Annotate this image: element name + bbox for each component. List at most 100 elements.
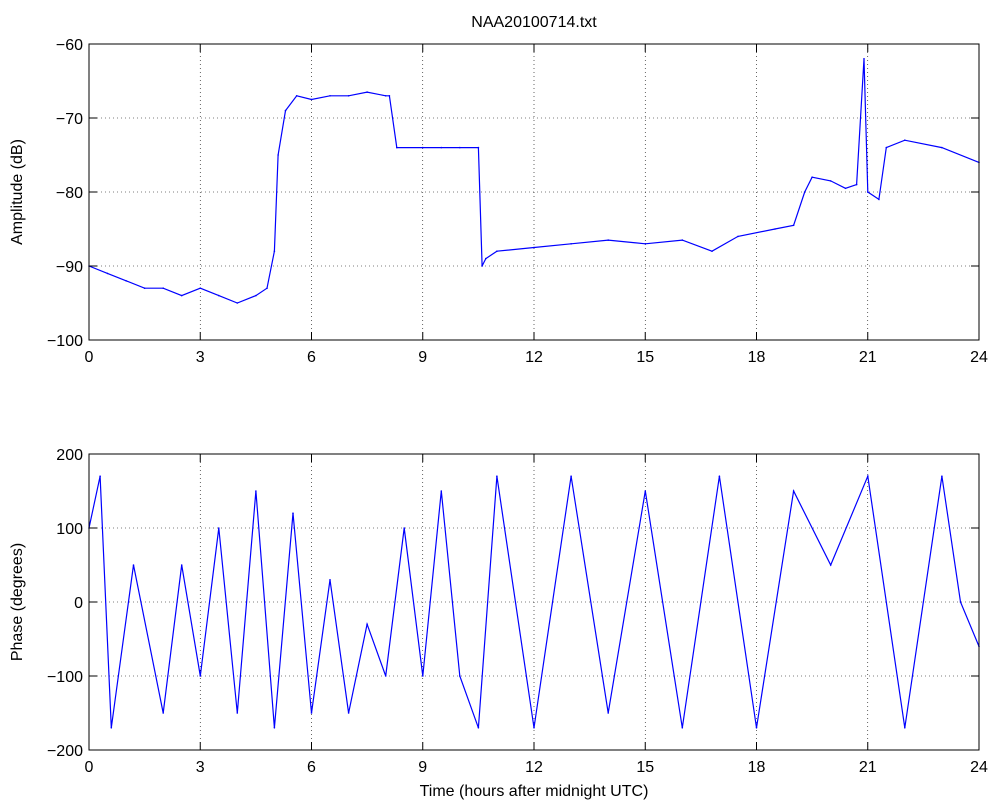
data-point [255, 490, 257, 492]
x-tick-label: 24 [970, 759, 988, 776]
data-point [132, 564, 135, 566]
data-point [863, 58, 865, 60]
data-point [904, 139, 906, 141]
data-point [681, 727, 684, 729]
data-point [99, 475, 101, 478]
phase-ticks: 0 3 6 9 12 15 18 21 24 −200 −100 0 100 200 [47, 447, 988, 776]
data-point [570, 475, 572, 478]
data-point [347, 95, 350, 97]
data-point [266, 287, 268, 290]
data-point [811, 176, 813, 178]
data-point [485, 257, 487, 260]
data-point [310, 98, 313, 101]
y-tick-label: −100 [47, 669, 83, 686]
x-tick-label: 21 [859, 349, 877, 366]
data-point [792, 224, 795, 227]
data-point [718, 475, 721, 478]
x-tick-label: 12 [525, 349, 543, 366]
x-tick-label: 18 [748, 759, 766, 776]
y-tick-label: 0 [74, 595, 83, 612]
data-point [867, 191, 869, 193]
data-point [533, 727, 535, 729]
data-point [180, 564, 183, 566]
data-point [774, 228, 776, 230]
data-point [284, 109, 287, 112]
data-point [199, 675, 202, 677]
phase-grid [89, 454, 979, 750]
data-point [162, 712, 164, 714]
data-point [255, 294, 257, 297]
data-point [533, 246, 535, 249]
data-point [644, 490, 647, 492]
data-point [422, 675, 424, 677]
data-point [844, 187, 847, 190]
data-point [570, 243, 572, 245]
data-point [143, 287, 146, 290]
data-point [607, 712, 609, 714]
x-tick-label: 0 [85, 349, 94, 366]
y-tick-label: −90 [56, 259, 83, 276]
x-tick-label: 3 [196, 759, 205, 776]
data-point [607, 239, 609, 241]
data-point [440, 490, 443, 492]
x-tick-label: 21 [859, 759, 877, 776]
data-point [396, 146, 398, 149]
data-point [110, 727, 113, 729]
data-point [792, 490, 795, 492]
data-point [459, 675, 461, 677]
data-point [755, 727, 758, 729]
data-point [959, 601, 962, 603]
data-point [295, 95, 298, 97]
x-tick-label: 18 [748, 349, 766, 366]
y-tick-label: 200 [56, 447, 83, 464]
data-point [644, 243, 647, 245]
phase-panel: 0 3 6 9 12 15 18 21 24 −200 −100 0 100 200 Phase (deg… [9, 447, 988, 800]
data-point [329, 95, 331, 97]
x-tick-label: 15 [636, 349, 654, 366]
data-point [277, 154, 279, 156]
data-point [273, 250, 276, 252]
data-point [273, 727, 276, 729]
data-point [496, 250, 498, 252]
data-point [481, 265, 483, 267]
data-point [347, 712, 350, 714]
x-tick-label: 6 [307, 349, 316, 366]
data-point [162, 287, 164, 290]
data-point [459, 146, 461, 149]
data-point [329, 579, 331, 581]
x-tick-label: 0 [85, 759, 94, 776]
y-tick-label: −100 [47, 333, 83, 350]
phase-series [88, 473, 980, 729]
x-axis-label: Time (hours after midnight UTC) [420, 783, 649, 800]
data-point [236, 302, 239, 304]
data-point [496, 475, 498, 478]
phase-y-axis-label: Phase (degrees) [9, 543, 26, 661]
data-point [236, 712, 239, 714]
chart-title: NAA20100714.txt [471, 14, 597, 31]
data-point [878, 198, 880, 201]
data-point [125, 280, 127, 282]
x-tick-label: 6 [307, 759, 316, 776]
data-point [477, 727, 480, 729]
data-point [366, 623, 368, 625]
data-point [218, 294, 220, 297]
data-point [855, 183, 858, 186]
x-tick-label: 9 [418, 759, 427, 776]
data-point [106, 272, 109, 275]
data-point [829, 180, 832, 182]
x-tick-label: 9 [418, 349, 427, 366]
data-point [199, 287, 202, 290]
data-point [218, 527, 220, 529]
data-point [803, 191, 806, 193]
y-tick-label: −200 [47, 743, 83, 760]
data-point [904, 727, 906, 729]
data-line [88, 58, 980, 304]
x-tick-label: 24 [970, 349, 988, 366]
data-point [422, 146, 424, 149]
data-point [941, 475, 943, 478]
data-point [384, 95, 387, 97]
amplitude-panel: 0 3 6 9 12 15 18 21 24 −100 −90 −80 −70 −60 NAA201007… [9, 14, 988, 366]
data-point [711, 250, 713, 252]
data-point [867, 475, 869, 478]
